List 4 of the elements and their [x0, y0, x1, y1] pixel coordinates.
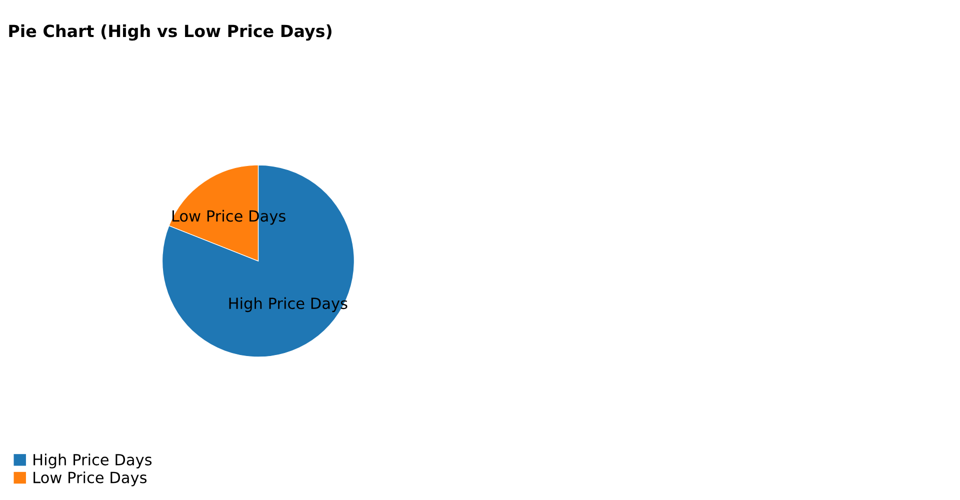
legend-label: High Price Days — [34, 454, 152, 468]
legend-label: Low Price Days — [34, 471, 147, 486]
chart-title: Pie Chart (High vs Low Price Days) — [9, 24, 332, 41]
pie-slice — [162, 164, 355, 358]
